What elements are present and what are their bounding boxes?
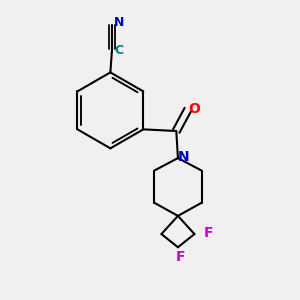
Text: F: F (204, 226, 213, 240)
Text: F: F (176, 250, 185, 264)
Text: C: C (115, 44, 124, 57)
Text: O: O (188, 102, 200, 116)
Text: N: N (178, 150, 190, 164)
Text: N: N (114, 16, 124, 29)
